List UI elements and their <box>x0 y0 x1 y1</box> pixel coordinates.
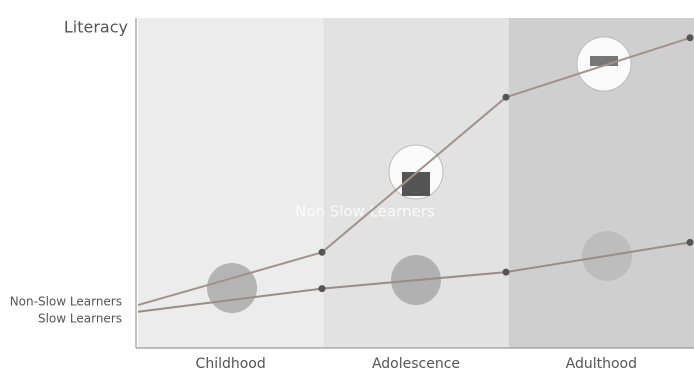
series-label: Non-Slow Learners <box>10 295 122 309</box>
point <box>318 248 326 256</box>
point <box>502 268 510 276</box>
icon <box>590 56 618 66</box>
series-line <box>137 241 691 313</box>
point <box>502 93 510 101</box>
icon <box>402 172 430 196</box>
point <box>686 238 694 246</box>
icon <box>207 263 257 313</box>
band-label: Adulthood <box>566 356 637 372</box>
point <box>318 285 326 293</box>
series-label: Slow Learners <box>38 312 122 326</box>
plot-layer <box>137 34 694 313</box>
band-label: Adolescence <box>372 356 460 372</box>
y-axis-label: Literacy <box>64 18 128 37</box>
band-label: Childhood <box>196 356 266 372</box>
point <box>686 34 694 42</box>
series-line <box>137 36 691 307</box>
annotation: Non Slow Learners <box>295 203 435 221</box>
